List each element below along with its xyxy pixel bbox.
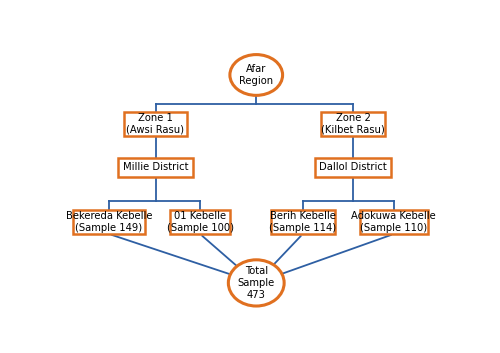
Text: Total
Sample
473: Total Sample 473 [238, 266, 275, 299]
Text: Zone 2
(Kilbet Rasu): Zone 2 (Kilbet Rasu) [321, 113, 385, 135]
Text: 01 Kebelle
(Sample 100): 01 Kebelle (Sample 100) [166, 211, 234, 233]
FancyBboxPatch shape [73, 210, 145, 234]
FancyBboxPatch shape [321, 112, 385, 136]
FancyBboxPatch shape [170, 210, 230, 234]
FancyBboxPatch shape [360, 210, 428, 234]
Text: Afar
Region: Afar Region [239, 64, 274, 86]
Text: Millie District: Millie District [123, 162, 188, 172]
FancyBboxPatch shape [118, 158, 194, 177]
Ellipse shape [228, 260, 284, 306]
Text: Bekereda Kebelle
(Sample 149): Bekereda Kebelle (Sample 149) [66, 211, 152, 233]
FancyBboxPatch shape [271, 210, 334, 234]
Text: Berih Kebelle
(Sample 114): Berih Kebelle (Sample 114) [269, 211, 336, 233]
Ellipse shape [230, 55, 282, 95]
Text: Dallol District: Dallol District [320, 162, 387, 172]
FancyBboxPatch shape [316, 158, 391, 177]
FancyBboxPatch shape [124, 112, 188, 136]
Text: Adokuwa Kebelle
(Sample 110): Adokuwa Kebelle (Sample 110) [352, 211, 436, 233]
Text: Zone 1
(Awsi Rasu): Zone 1 (Awsi Rasu) [126, 113, 184, 135]
